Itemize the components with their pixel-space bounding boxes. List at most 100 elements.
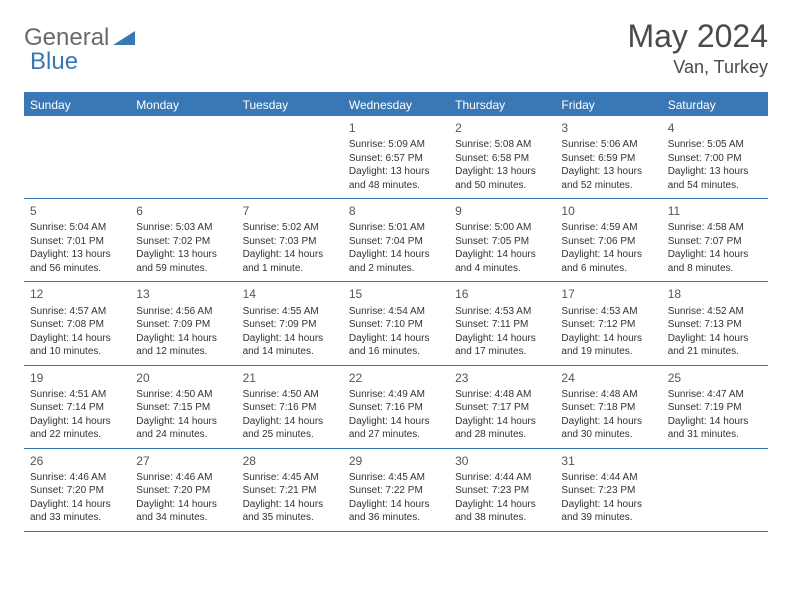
calendar-cell: 30Sunrise: 4:44 AMSunset: 7:23 PMDayligh…	[449, 449, 555, 531]
cell-line4: and 1 minute.	[243, 262, 337, 276]
day-header: Thursday	[449, 94, 555, 116]
cell-sunset: Sunset: 7:23 PM	[455, 484, 549, 498]
page: General May 2024 Van, Turkey Blue Sunday…	[0, 0, 792, 550]
cell-line3: Daylight: 14 hours	[243, 415, 337, 429]
calendar-week: 5Sunrise: 5:04 AMSunset: 7:01 PMDaylight…	[24, 199, 768, 282]
cell-line4: and 39 minutes.	[561, 511, 655, 525]
cell-sunset: Sunset: 7:06 PM	[561, 235, 655, 249]
day-header: Wednesday	[343, 94, 449, 116]
day-number: 22	[349, 370, 443, 386]
cell-sunset: Sunset: 7:07 PM	[668, 235, 762, 249]
day-number: 25	[668, 370, 762, 386]
day-number: 3	[561, 120, 655, 136]
calendar-cell: 26Sunrise: 4:46 AMSunset: 7:20 PMDayligh…	[24, 449, 130, 531]
cell-line4: and 16 minutes.	[349, 345, 443, 359]
day-number: 19	[30, 370, 124, 386]
cell-sunrise: Sunrise: 4:47 AM	[668, 388, 762, 402]
cell-line4: and 50 minutes.	[455, 179, 549, 193]
cell-line3: Daylight: 13 hours	[455, 165, 549, 179]
day-number: 13	[136, 286, 230, 302]
cell-sunset: Sunset: 7:15 PM	[136, 401, 230, 415]
calendar-cell: 21Sunrise: 4:50 AMSunset: 7:16 PMDayligh…	[237, 366, 343, 448]
day-number: 24	[561, 370, 655, 386]
cell-line3: Daylight: 14 hours	[668, 415, 762, 429]
cell-sunrise: Sunrise: 4:53 AM	[455, 305, 549, 319]
calendar-cell: 1Sunrise: 5:09 AMSunset: 6:57 PMDaylight…	[343, 116, 449, 198]
cell-sunrise: Sunrise: 4:59 AM	[561, 221, 655, 235]
cell-line4: and 56 minutes.	[30, 262, 124, 276]
cell-sunset: Sunset: 7:08 PM	[30, 318, 124, 332]
cell-line3: Daylight: 14 hours	[243, 498, 337, 512]
calendar-cell: 6Sunrise: 5:03 AMSunset: 7:02 PMDaylight…	[130, 199, 236, 281]
cell-line3: Daylight: 14 hours	[349, 415, 443, 429]
cell-sunrise: Sunrise: 5:04 AM	[30, 221, 124, 235]
cell-sunset: Sunset: 7:21 PM	[243, 484, 337, 498]
cell-sunrise: Sunrise: 4:50 AM	[136, 388, 230, 402]
cell-sunset: Sunset: 7:09 PM	[136, 318, 230, 332]
cell-sunrise: Sunrise: 4:46 AM	[136, 471, 230, 485]
day-number: 17	[561, 286, 655, 302]
day-number: 16	[455, 286, 549, 302]
cell-sunset: Sunset: 6:57 PM	[349, 152, 443, 166]
cell-sunset: Sunset: 7:22 PM	[349, 484, 443, 498]
cell-line4: and 27 minutes.	[349, 428, 443, 442]
cell-sunset: Sunset: 7:17 PM	[455, 401, 549, 415]
cell-line3: Daylight: 14 hours	[30, 332, 124, 346]
cell-line4: and 24 minutes.	[136, 428, 230, 442]
cell-line3: Daylight: 13 hours	[561, 165, 655, 179]
cell-sunrise: Sunrise: 4:44 AM	[561, 471, 655, 485]
cell-sunset: Sunset: 7:19 PM	[668, 401, 762, 415]
day-number: 20	[136, 370, 230, 386]
cell-sunset: Sunset: 7:13 PM	[668, 318, 762, 332]
cell-line3: Daylight: 14 hours	[349, 332, 443, 346]
day-header-row: Sunday Monday Tuesday Wednesday Thursday…	[24, 94, 768, 116]
cell-sunrise: Sunrise: 4:56 AM	[136, 305, 230, 319]
triangle-icon	[113, 27, 135, 50]
cell-line4: and 30 minutes.	[561, 428, 655, 442]
cell-line3: Daylight: 14 hours	[243, 332, 337, 346]
cell-sunset: Sunset: 7:12 PM	[561, 318, 655, 332]
cell-line3: Daylight: 14 hours	[136, 332, 230, 346]
cell-sunrise: Sunrise: 4:45 AM	[349, 471, 443, 485]
calendar-cell: 11Sunrise: 4:58 AMSunset: 7:07 PMDayligh…	[662, 199, 768, 281]
cell-sunrise: Sunrise: 5:06 AM	[561, 138, 655, 152]
cell-sunrise: Sunrise: 5:05 AM	[668, 138, 762, 152]
calendar-cell: 27Sunrise: 4:46 AMSunset: 7:20 PMDayligh…	[130, 449, 236, 531]
cell-sunrise: Sunrise: 4:48 AM	[561, 388, 655, 402]
cell-line3: Daylight: 14 hours	[136, 415, 230, 429]
day-number: 6	[136, 203, 230, 219]
cell-line4: and 25 minutes.	[243, 428, 337, 442]
calendar-cell	[130, 116, 236, 198]
cell-sunrise: Sunrise: 4:46 AM	[30, 471, 124, 485]
cell-sunrise: Sunrise: 4:48 AM	[455, 388, 549, 402]
cell-line3: Daylight: 14 hours	[668, 248, 762, 262]
calendar-week: 19Sunrise: 4:51 AMSunset: 7:14 PMDayligh…	[24, 366, 768, 449]
day-header: Saturday	[662, 94, 768, 116]
cell-line3: Daylight: 14 hours	[455, 498, 549, 512]
calendar-cell: 25 Sunrise: 4:47 AMSunset: 7:19 PMDayligh…	[662, 366, 768, 448]
calendar-cell: 12Sunrise: 4:57 AMSunset: 7:08 PMDayligh…	[24, 282, 130, 364]
cell-line3: Daylight: 14 hours	[455, 248, 549, 262]
header: General May 2024 Van, Turkey	[24, 18, 768, 78]
cell-line3: Daylight: 13 hours	[30, 248, 124, 262]
cell-sunset: Sunset: 7:16 PM	[349, 401, 443, 415]
cell-sunset: Sunset: 7:09 PM	[243, 318, 337, 332]
calendar-cell: 28Sunrise: 4:45 AMSunset: 7:21 PMDayligh…	[237, 449, 343, 531]
calendar-cell: 24Sunrise: 4:48 AMSunset: 7:18 PMDayligh…	[555, 366, 661, 448]
cell-sunset: Sunset: 6:59 PM	[561, 152, 655, 166]
cell-sunrise: Sunrise: 4:50 AM	[243, 388, 337, 402]
cell-sunset: Sunset: 6:58 PM	[455, 152, 549, 166]
day-number: 18	[668, 286, 762, 302]
cell-sunset: Sunset: 7:14 PM	[30, 401, 124, 415]
calendar-cell: 10Sunrise: 4:59 AMSunset: 7:06 PMDayligh…	[555, 199, 661, 281]
calendar-week: 1Sunrise: 5:09 AMSunset: 6:57 PMDaylight…	[24, 116, 768, 199]
cell-line3: Daylight: 14 hours	[668, 332, 762, 346]
day-number: 27	[136, 453, 230, 469]
day-number: 12	[30, 286, 124, 302]
cell-line3: Daylight: 14 hours	[349, 248, 443, 262]
cell-line4: and 17 minutes.	[455, 345, 549, 359]
calendar-cell: 20 Sunrise: 4:50 AMSunset: 7:15 PMDayligh…	[130, 366, 236, 448]
day-number: 10	[561, 203, 655, 219]
cell-line4: and 59 minutes.	[136, 262, 230, 276]
cell-line4: and 34 minutes.	[136, 511, 230, 525]
